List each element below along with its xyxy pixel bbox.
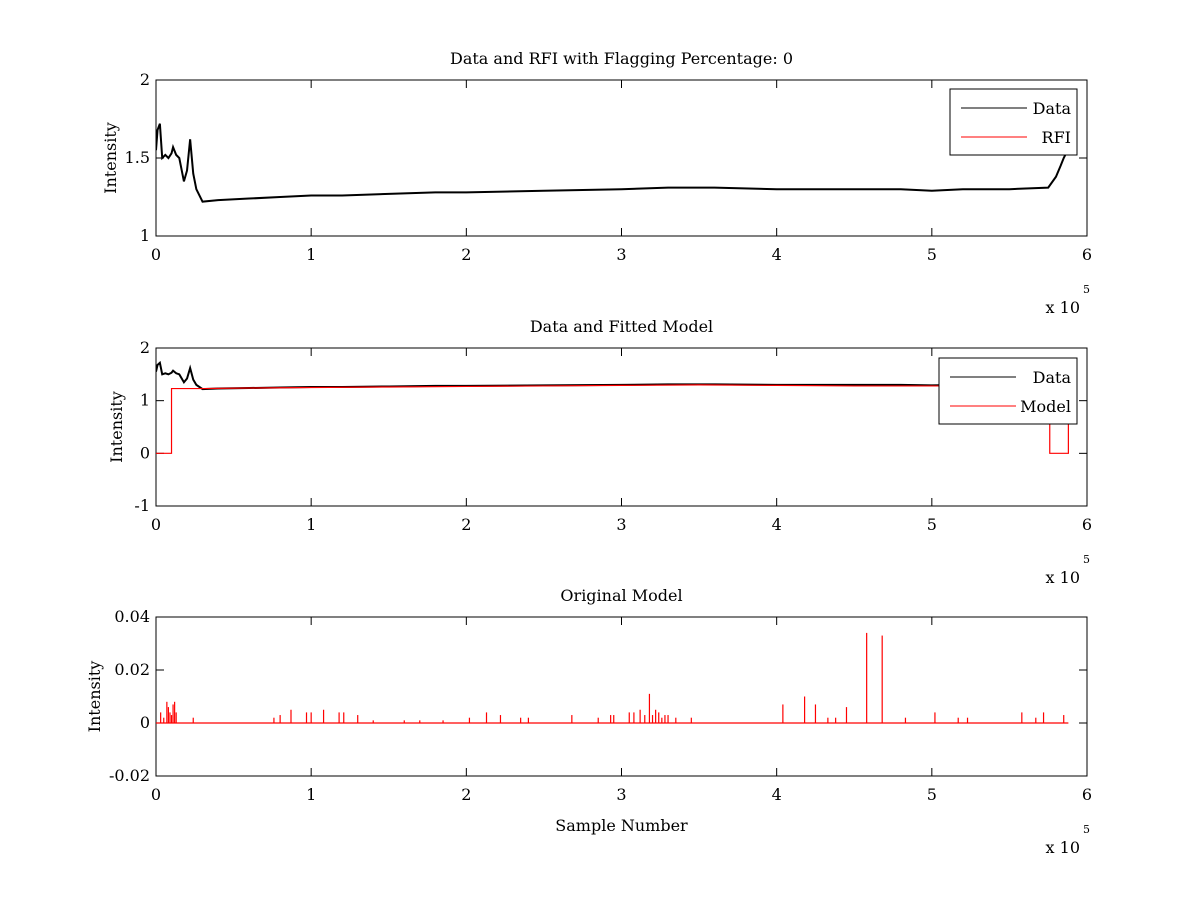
x-tick-label: 4 [772,515,782,534]
x-tick-label: 6 [1082,245,1092,264]
x-tick-label: 1 [306,515,316,534]
x-tick-label: 2 [461,245,471,264]
legend-box [938,357,1078,425]
x-tick-label: 3 [616,515,626,534]
chart-title: Data and RFI with Flagging Percentage: 0 [450,49,793,68]
x-tick-label: 1 [306,245,316,264]
x-multiplier-exponent: 5 [1083,823,1090,836]
y-tick-label: 1 [140,391,150,410]
x-tick-label: 3 [616,245,626,264]
x-tick-label: 5 [927,515,937,534]
y-tick-label: 2 [140,338,150,357]
y-tick-label: 1 [140,226,150,245]
x-tick-label: 0 [151,245,161,264]
y-tick-label: 0.02 [114,660,150,679]
x-tick-label: 4 [772,245,782,264]
x-tick-label: 2 [461,515,471,534]
y-axis-label: Intensity [101,122,120,194]
series-line-data [156,123,1068,203]
legend-label: Data [1033,368,1072,387]
y-tick-label: -1 [134,496,150,515]
x-axis-label: Sample Number [555,816,688,835]
y-axis-label: Intensity [85,661,104,733]
x-tick-label: 6 [1082,785,1092,804]
x-multiplier-label: x 10 [1046,568,1080,587]
plot-frame [155,79,1088,237]
x-tick-label: 5 [927,245,937,264]
y-tick-label: 1.5 [125,148,150,167]
x-tick-label: 0 [151,515,161,534]
legend-label: Data [1033,99,1072,118]
x-tick-label: 3 [616,785,626,804]
x-multiplier-exponent: 5 [1083,553,1090,566]
legend: Data Model [938,357,1078,425]
plot-frame [155,616,1088,777]
x-multiplier-exponent: 5 [1083,283,1090,296]
y-tick-label: 0 [140,713,150,732]
legend-box [949,88,1078,156]
plot-data [156,123,1068,203]
x-multiplier-label: x 10 [1046,838,1080,857]
legend: Data RFI [949,88,1078,156]
legend-label: Model [1020,397,1071,416]
legend-label: RFI [1042,128,1071,147]
chart-title: Data and Fitted Model [530,317,713,336]
x-tick-label: 0 [151,785,161,804]
y-tick-label: -0.02 [109,766,150,785]
y-tick-label: 0.04 [114,607,150,626]
y-axis-label: Intensity [107,391,126,463]
y-tick-label: 0 [140,443,150,462]
x-tick-label: 6 [1082,515,1092,534]
y-tick-label: 2 [140,70,150,89]
x-multiplier-label: x 10 [1046,298,1080,317]
x-tick-label: 4 [772,785,782,804]
x-tick-label: 2 [461,785,471,804]
plot-data [156,632,1069,724]
x-tick-label: 5 [927,785,937,804]
plot-frame [155,347,1088,507]
chart-title: Original Model [560,586,682,605]
x-tick-label: 1 [306,785,316,804]
